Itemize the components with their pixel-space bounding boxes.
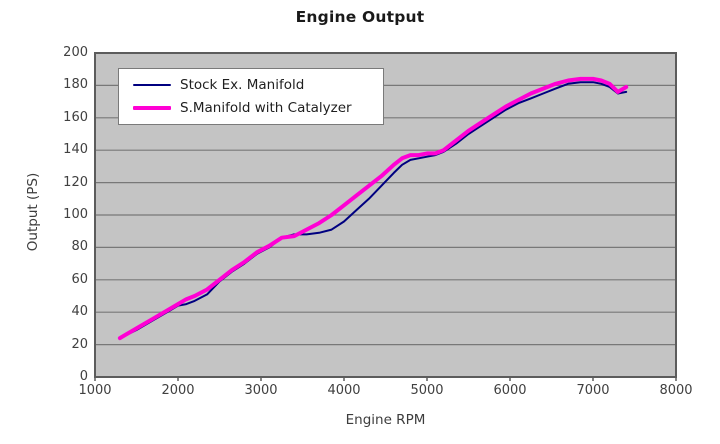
series-line-catalyzer (117, 76, 629, 341)
legend-label-catalyzer: S.Manifold with Catalyzer (180, 100, 352, 116)
plot-border (94, 52, 677, 378)
x-tick-label-1000: 1000 (78, 383, 112, 398)
y-tick-label-0: 0 (79, 369, 88, 384)
y-tick-label-80: 80 (71, 239, 88, 254)
y-tick-label-120: 120 (63, 175, 88, 190)
x-tick-label-8000: 8000 (659, 383, 693, 398)
y-tick-label-40: 40 (71, 304, 88, 319)
y-tick-label-160: 160 (63, 110, 88, 125)
x-tick-label-3000: 3000 (244, 383, 278, 398)
y-tick-label-100: 100 (63, 207, 88, 222)
legend-label-stock: Stock Ex. Manifold (180, 77, 305, 93)
legend: Stock Ex. Manifold S.Manifold with Catal… (118, 68, 384, 125)
y-tick-label-20: 20 (71, 337, 88, 352)
stock-line-swatch (133, 84, 171, 86)
legend-item-stock: Stock Ex. Manifold (133, 75, 383, 95)
y-axis-title: Output (PS) (25, 172, 41, 252)
catalyzer-line-swatch (133, 106, 171, 110)
y-tick-label-60: 60 (71, 272, 88, 287)
x-tick-label-2000: 2000 (161, 383, 195, 398)
x-tick-label-6000: 6000 (493, 383, 527, 398)
y-tick-label-180: 180 (63, 77, 88, 92)
series-line-stock (118, 81, 628, 340)
chart-title: Engine Output (295, 8, 425, 26)
x-tick-label-4000: 4000 (327, 383, 361, 398)
x-tick-label-7000: 7000 (576, 383, 610, 398)
x-tick-label-5000: 5000 (410, 383, 444, 398)
y-tick-label-200: 200 (63, 45, 88, 60)
y-tick-label-140: 140 (63, 142, 88, 157)
x-axis-title: Engine RPM (345, 412, 426, 428)
series-lines (117, 76, 629, 341)
legend-item-catalyzer: S.Manifold with Catalyzer (133, 98, 383, 118)
